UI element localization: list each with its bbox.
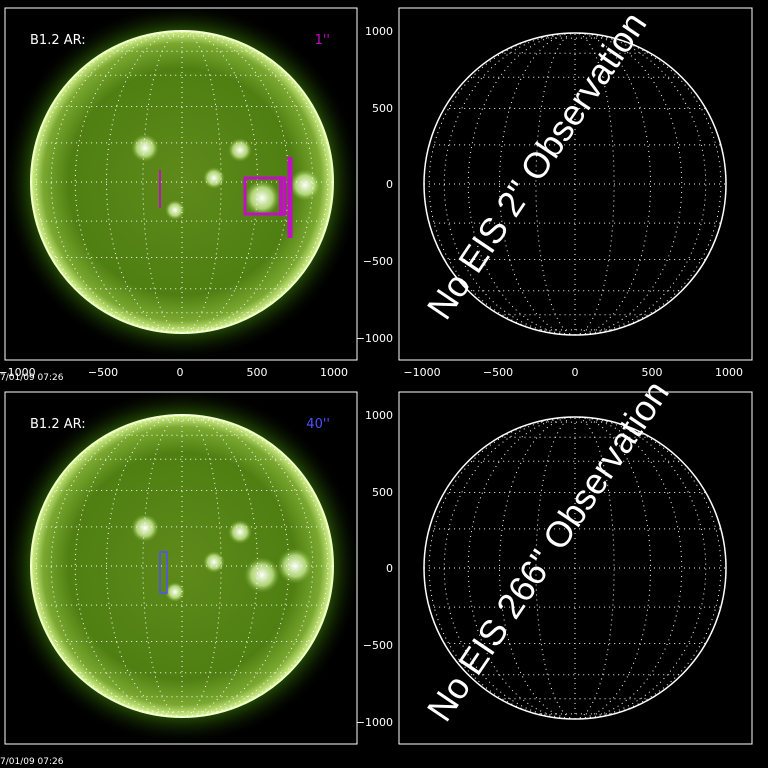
x-tick-label: −500 [88, 366, 118, 379]
y-tick-label: −1000 [356, 332, 393, 345]
active-region [165, 200, 185, 220]
x-tick-label: 500 [247, 366, 268, 379]
y-tick-label: 1000 [365, 409, 393, 422]
active-region [203, 167, 225, 189]
x-axis-labels: −1000 −500 0 500 1000 [403, 366, 743, 379]
active-region [228, 138, 252, 162]
panel-label: B1.2 AR: [30, 33, 86, 48]
coordinate-grid [31, 414, 333, 718]
y-tick-label: −1000 [356, 716, 393, 729]
x-axis-labels: −1000 −500 0 500 1000 [0, 366, 348, 379]
panel-bottom-right: 1000 500 0 −500 −1000 No EIS 266" Observ… [356, 373, 753, 745]
active-region [165, 582, 185, 602]
slit-label: 40'' [306, 417, 330, 432]
active-region [131, 134, 159, 162]
x-tick-label: 0 [177, 366, 184, 379]
y-tick-label: 0 [386, 562, 393, 575]
timestamp: 7/01/09 07:26 [0, 373, 64, 383]
y-axis-labels: 1000 500 0 −500 −1000 [356, 25, 393, 345]
y-tick-label: 0 [386, 178, 393, 191]
x-tick-label: 1000 [715, 366, 743, 379]
active-region [131, 514, 159, 542]
raster-box [159, 551, 168, 594]
panel-bottom-left: B1.2 AR: 40'' 7/01/09 07:26 [0, 391, 358, 767]
active-region [228, 520, 252, 544]
panel-top-right: 1000 500 0 −500 −1000 −1000 −500 0 500 1… [356, 4, 753, 379]
y-tick-label: 1000 [365, 25, 393, 38]
y-tick-label: 500 [372, 486, 393, 499]
raster-box [243, 176, 287, 216]
x-tick-label: 1000 [320, 366, 348, 379]
y-axis-labels: 1000 500 0 −500 −1000 [356, 409, 393, 729]
y-tick-label: −500 [363, 255, 393, 268]
coordinate-grid [31, 30, 333, 334]
coordinate-grid [424, 32, 726, 336]
panel-top-left: B1.2 AR: 1'' −1000 −500 0 500 1000 7/01/… [0, 7, 358, 383]
y-tick-label: −500 [363, 639, 393, 652]
coordinate-grid [424, 416, 726, 720]
x-tick-label: 500 [642, 366, 663, 379]
x-tick-label: −500 [483, 366, 513, 379]
x-tick-label: −1000 [0, 366, 36, 379]
y-tick-label: 500 [372, 102, 393, 115]
x-tick-label: 0 [572, 366, 579, 379]
panel-label: B1.2 AR: [30, 417, 86, 432]
active-region [244, 557, 280, 593]
active-region [244, 180, 280, 216]
active-region [203, 551, 225, 573]
panel-frame [4, 391, 358, 745]
slit-label: 1'' [315, 33, 330, 48]
panel-frame [4, 7, 358, 361]
active-region [289, 169, 321, 201]
x-tick-label: −1000 [403, 366, 440, 379]
active-region [277, 548, 313, 584]
timestamp: 7/01/09 07:26 [0, 757, 64, 767]
